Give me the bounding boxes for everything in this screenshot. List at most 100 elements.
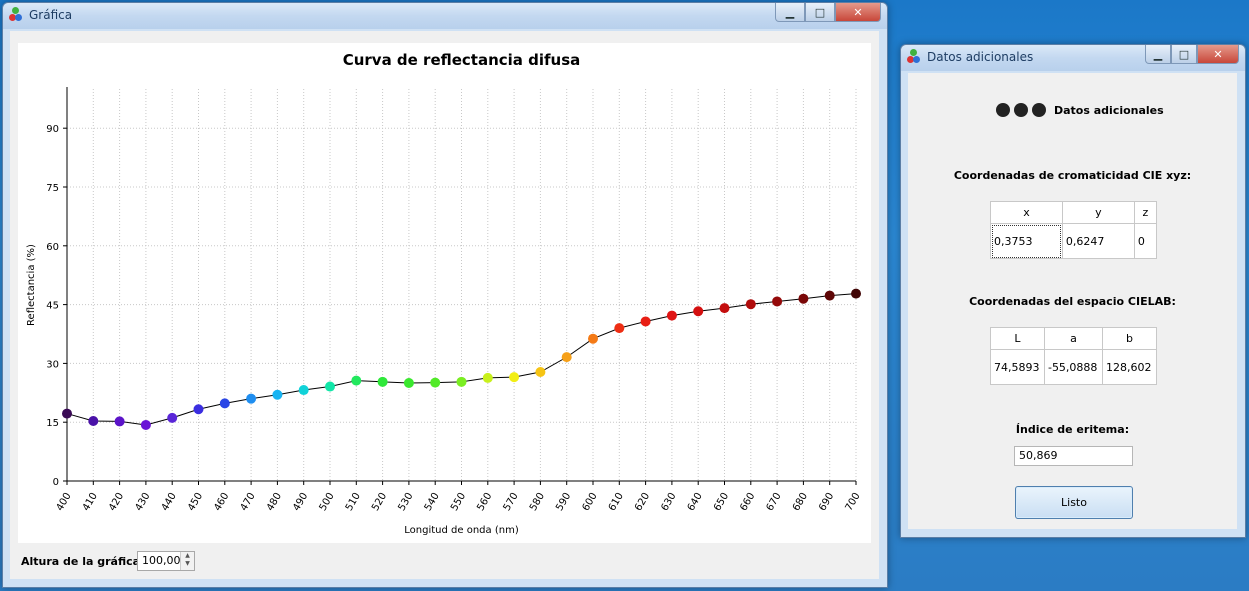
lab-table: L a b 74,5893 -55,0888 128,602 xyxy=(990,327,1157,385)
minimize-button[interactable]: ▁ xyxy=(775,3,805,22)
data-point xyxy=(62,408,72,419)
x-tick-label: 480 xyxy=(265,491,284,513)
x-tick-label: 640 xyxy=(686,491,705,513)
lab-title: Coordenadas del espacio CIELAB: xyxy=(969,295,1176,308)
chart-title: Curva de reflectancia difusa xyxy=(343,51,581,69)
data-point xyxy=(824,290,835,301)
header-row: Datos adicionales xyxy=(996,103,1164,117)
data-point xyxy=(666,310,677,321)
data-point xyxy=(535,367,546,378)
x-tick-label: 540 xyxy=(423,491,442,513)
data-point xyxy=(719,303,730,314)
chroma-value-y[interactable]: 0,6247 xyxy=(1061,223,1135,259)
x-tick-label: 440 xyxy=(160,491,179,513)
x-tick-label: 660 xyxy=(738,491,757,513)
chroma-header-y: y xyxy=(1061,201,1135,224)
maximize-button[interactable]: □ xyxy=(805,3,835,22)
data-point xyxy=(693,306,704,317)
dot-icon xyxy=(1032,103,1046,117)
dot-icon xyxy=(1014,103,1028,117)
lab-header-l: L xyxy=(990,327,1045,350)
x-tick-label: 490 xyxy=(291,491,310,513)
data-point xyxy=(430,377,441,388)
y-tick-label: 90 xyxy=(46,124,59,135)
x-tick-label: 690 xyxy=(817,491,836,513)
graph-client-area: Curva de reflectancia difusa 400 410 420 430… xyxy=(10,31,879,579)
app-icon xyxy=(9,7,23,23)
x-tick-label: 700 xyxy=(844,491,863,513)
x-tick-label: 550 xyxy=(449,491,468,513)
height-spinbox[interactable]: 100,00 ▲ ▼ xyxy=(137,551,195,571)
data-point xyxy=(640,316,651,327)
y-tick-label: 0 xyxy=(53,477,59,488)
x-tick-label: 430 xyxy=(133,491,152,513)
lab-header-a: a xyxy=(1043,327,1104,350)
data-point xyxy=(772,296,783,307)
data-point xyxy=(272,389,283,400)
height-spinbox-value: 100,00 xyxy=(142,554,181,567)
x-tick-label: 420 xyxy=(107,491,126,513)
data-point xyxy=(798,293,809,304)
data-point xyxy=(403,378,414,388)
x-tick-label: 460 xyxy=(212,491,231,513)
data-point xyxy=(482,372,493,383)
lab-value-b[interactable]: 128,602 xyxy=(1102,349,1157,385)
y-tick-label: 15 xyxy=(46,418,59,429)
maximize-button[interactable]: □ xyxy=(1171,45,1197,64)
x-tick-label: 610 xyxy=(607,491,626,513)
extra-window-titlebar[interactable]: Datos adicionales ▁ □ ✕ xyxy=(901,45,1245,71)
chroma-table: x y z 0,3753 0,6247 0 xyxy=(990,201,1158,259)
chroma-value-z[interactable]: 0 xyxy=(1133,223,1158,259)
close-button[interactable]: ✕ xyxy=(835,3,881,22)
data-point xyxy=(588,333,598,344)
data-point xyxy=(246,393,257,404)
chart-area: Curva de reflectancia difusa 400 410 420 430… xyxy=(18,43,871,543)
data-point xyxy=(614,323,625,334)
data-point xyxy=(114,416,125,427)
graph-window: Gráfica ▁ □ ✕ Curva de reflectancia difu… xyxy=(2,2,888,588)
data-point xyxy=(167,412,178,423)
x-tick-label: 560 xyxy=(475,491,494,513)
x-tick-label: 450 xyxy=(186,491,205,513)
window-title: Datos adicionales xyxy=(927,50,1034,64)
extra-header: Datos adicionales xyxy=(1054,103,1164,117)
listo-button[interactable]: Listo xyxy=(1015,486,1133,519)
height-label: Altura de la gráfica: xyxy=(21,555,145,568)
x-axis-label: Longitud de onda (nm) xyxy=(404,525,519,536)
data-point xyxy=(509,372,520,383)
minimize-button[interactable]: ▁ xyxy=(1145,45,1171,64)
y-tick-label: 45 xyxy=(46,301,59,312)
data-point xyxy=(219,398,230,409)
data-point xyxy=(140,419,151,430)
data-point xyxy=(377,376,388,387)
x-tick-label: 470 xyxy=(239,491,258,513)
extra-client-area: Datos adicionales Coordenadas de cromati… xyxy=(908,73,1237,529)
x-tick-label: 400 xyxy=(55,491,74,513)
lab-value-l[interactable]: 74,5893 xyxy=(990,349,1045,385)
spinbox-arrows[interactable]: ▲ ▼ xyxy=(180,552,194,570)
x-tick-label: 530 xyxy=(396,491,415,513)
reflectance-chart: Curva de reflectancia difusa 400 410 420 430… xyxy=(26,51,863,536)
window-title: Gráfica xyxy=(29,8,73,22)
chroma-header-x: x xyxy=(990,201,1063,224)
extra-data-window: Datos adicionales ▁ □ ✕ Datos adicionale… xyxy=(900,44,1246,538)
x-tick-label: 570 xyxy=(502,491,521,513)
erythema-field[interactable]: 50,869 xyxy=(1014,446,1133,466)
chroma-header-z: z xyxy=(1133,201,1158,224)
data-point xyxy=(351,375,362,386)
data-point xyxy=(851,288,861,299)
x-tick-label: 620 xyxy=(633,491,652,513)
data-point xyxy=(193,404,204,415)
data-point xyxy=(561,352,572,363)
lab-value-a[interactable]: -55,0888 xyxy=(1043,349,1104,385)
close-button[interactable]: ✕ xyxy=(1197,45,1239,64)
x-tick-label: 670 xyxy=(765,491,784,513)
x-tick-label: 500 xyxy=(318,491,337,513)
x-tick-label: 650 xyxy=(712,491,731,513)
data-point xyxy=(88,416,99,427)
chroma-value-x[interactable]: 0,3753 xyxy=(990,223,1063,259)
x-tick-label: 680 xyxy=(791,491,810,513)
chroma-title: Coordenadas de cromaticidad CIE xyz: xyxy=(953,169,1192,182)
graph-window-titlebar[interactable]: Gráfica ▁ □ ✕ xyxy=(3,3,887,29)
x-tick-label: 630 xyxy=(659,491,678,513)
